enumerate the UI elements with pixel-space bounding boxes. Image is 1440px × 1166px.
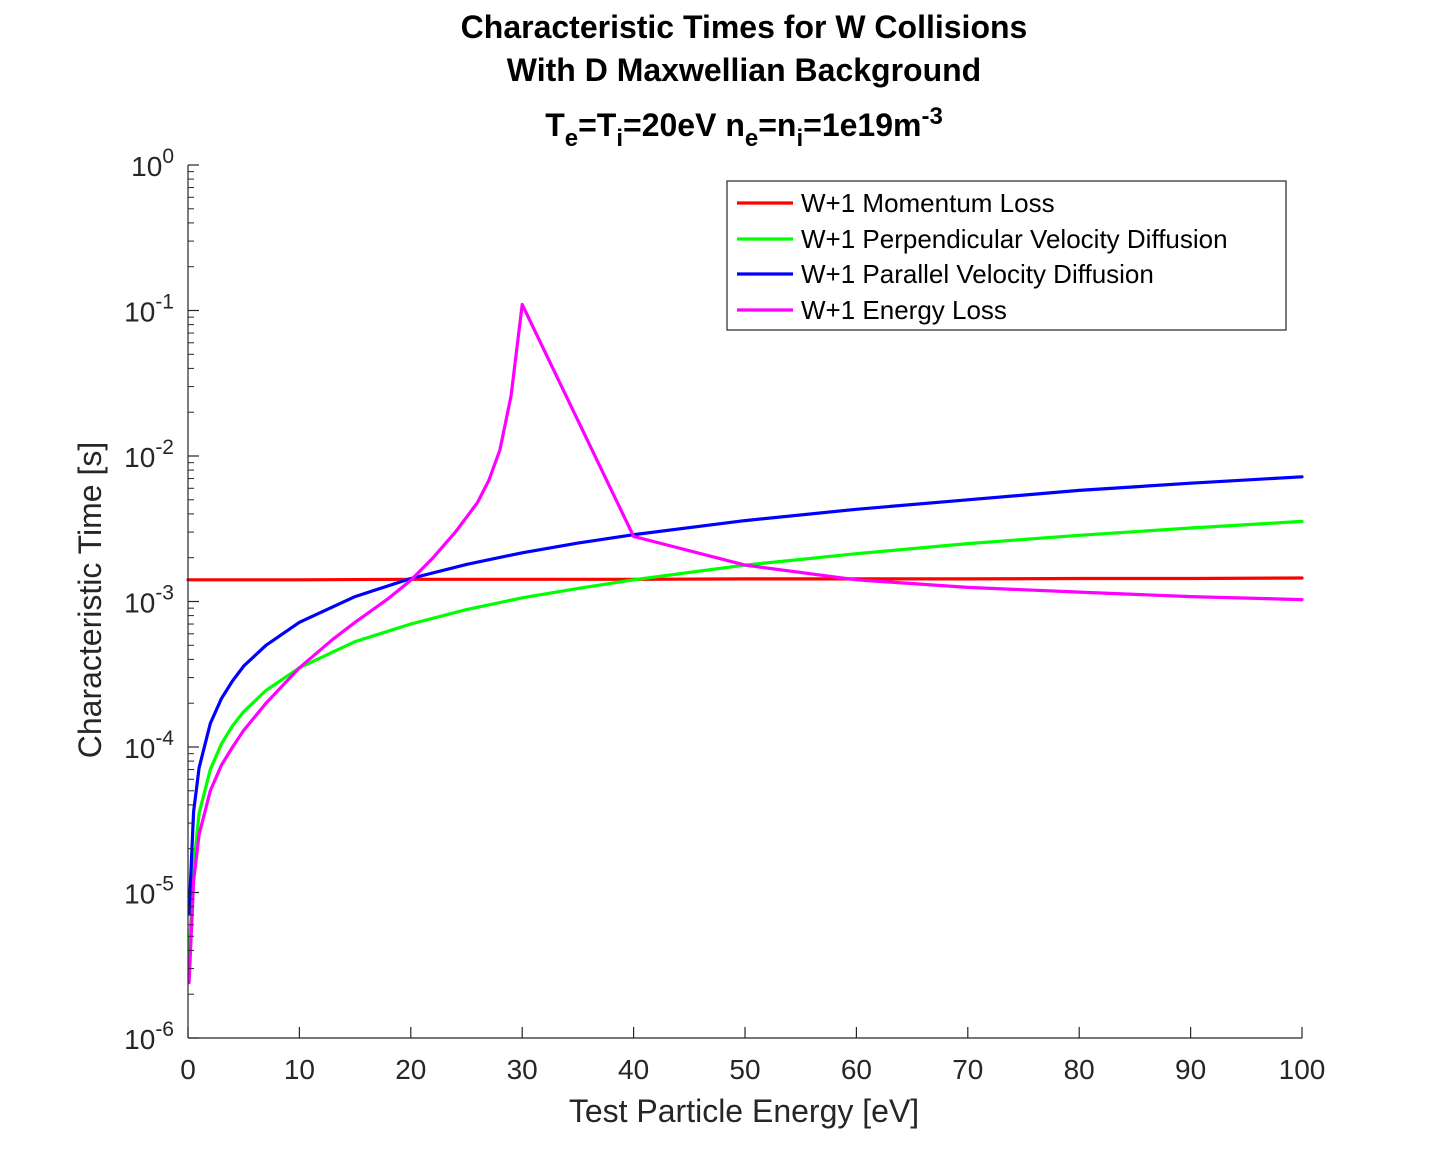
- title-line-3-part: =T: [578, 107, 617, 143]
- x-tick-label: 10: [284, 1054, 315, 1085]
- x-tick-label: 100: [1279, 1054, 1326, 1085]
- y-tick-exponent: -5: [155, 873, 174, 896]
- y-tick-label: 10-2: [124, 436, 174, 473]
- x-tick-label: 20: [395, 1054, 426, 1085]
- title-line-3-part: T: [545, 107, 565, 143]
- y-tick-exponent: 0: [162, 145, 174, 168]
- title-line-3-part: e: [565, 125, 578, 152]
- x-tick-label: 50: [729, 1054, 760, 1085]
- x-tick-label: 90: [1175, 1054, 1206, 1085]
- series-layer: [186, 302, 1304, 985]
- y-tick-base: 10: [124, 879, 155, 910]
- title-line-3-part: e: [745, 125, 758, 152]
- x-axis-label: Test Particle Energy [eV]: [569, 1093, 919, 1129]
- y-tick-label: 10-3: [124, 582, 174, 619]
- y-tick-label: 100: [131, 145, 174, 182]
- y-tick-base: 10: [124, 1024, 155, 1055]
- x-tick-label: 60: [841, 1054, 872, 1085]
- title-line-3-part: =1e19m: [803, 107, 921, 143]
- legend-label-1: W+1 Momentum Loss: [801, 188, 1055, 218]
- y-tick-label: 10-1: [124, 291, 174, 328]
- chart-title-line-3: Te=Ti=20eV ne=ni=1e19m-3: [545, 103, 943, 152]
- y-tick-base: 10: [124, 733, 155, 764]
- x-tick-label: 70: [952, 1054, 983, 1085]
- series-line-2: [187, 519, 1304, 959]
- title-line-3-part: -3: [921, 103, 942, 130]
- legend-label-2: W+1 Perpendicular Velocity Diffusion: [801, 224, 1228, 254]
- legend: W+1 Momentum Loss W+1 Perpendicular Veloc…: [726, 180, 1287, 331]
- title-line-3-part: i: [796, 125, 803, 152]
- title-line-3-part: i: [616, 125, 623, 152]
- chart-title-line-1: Characteristic Times for W Collisions: [461, 9, 1028, 45]
- y-tick-exponent: -1: [155, 291, 174, 314]
- y-tick-exponent: -2: [155, 436, 174, 459]
- legend-label-4: W+1 Energy Loss: [801, 295, 1007, 325]
- y-axis-label: Characteristic Time [s]: [72, 442, 108, 759]
- y-tick-exponent: -6: [155, 1018, 174, 1041]
- legend-label-3: W+1 Parallel Velocity Diffusion: [801, 259, 1154, 289]
- y-tick-base: 10: [124, 297, 155, 328]
- title-line-3-part: =20eV n: [623, 107, 745, 143]
- axes-layer: 0 10 20 30 40 50 60 70 80 90 10010-610-510-410-310…: [124, 145, 1325, 1085]
- y-tick-base: 10: [124, 588, 155, 619]
- plot-area: 0 10 20 30 40 50 60 70 80 90 10010-610-510-410-310…: [124, 145, 1325, 1085]
- y-tick-label: 10-6: [124, 1018, 174, 1055]
- y-tick-label: 10-5: [124, 873, 174, 910]
- y-tick-exponent: -3: [155, 582, 174, 605]
- chart-title-line-2: With D Maxwellian Background: [507, 52, 981, 88]
- x-tick-label: 30: [507, 1054, 538, 1085]
- title-line-3-part: =n: [758, 107, 796, 143]
- series-line-1: [186, 576, 1304, 582]
- y-tick-base: 10: [131, 151, 162, 182]
- series-line-4: [187, 302, 1304, 985]
- x-tick-label: 0: [180, 1054, 196, 1085]
- y-tick-label: 10-4: [124, 727, 174, 764]
- y-tick-base: 10: [124, 442, 155, 473]
- y-tick-exponent: -4: [155, 727, 174, 750]
- x-tick-label: 40: [618, 1054, 649, 1085]
- x-tick-label: 80: [1064, 1054, 1095, 1085]
- legend-box: [726, 180, 1287, 331]
